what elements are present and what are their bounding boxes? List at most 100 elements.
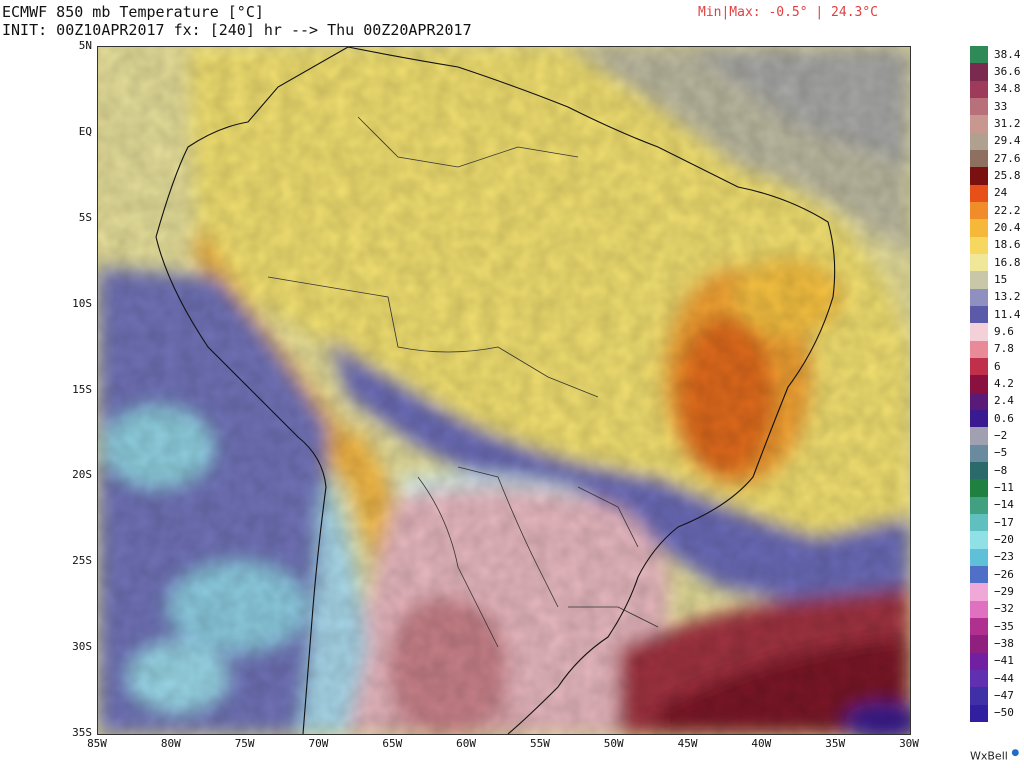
colorbar-label: 18.6: [994, 238, 1021, 252]
colorbar-label: 2.4: [994, 394, 1014, 408]
colorbar-label: −47: [994, 689, 1014, 702]
colorbar-segment: [970, 462, 988, 480]
colorbar-segment: [970, 704, 988, 723]
colorbar-segment: [970, 635, 988, 654]
borders: [267, 116, 659, 648]
y-axis-label: 20S: [72, 468, 92, 482]
colorbar-label: 36.6: [994, 65, 1021, 78]
x-axis-label: 35W: [825, 737, 846, 750]
colorbar: [970, 46, 988, 723]
colorbar-segment: [970, 254, 988, 272]
y-axis-label: 15S: [72, 382, 92, 396]
colorbar-label: −35: [994, 619, 1014, 633]
colorbar-segment: [970, 392, 988, 411]
colorbar-segment: [970, 600, 988, 619]
y-axis-label: EQ: [78, 124, 92, 138]
colorbar-label: −29: [994, 585, 1014, 598]
colorbar-segment: [970, 202, 988, 220]
colorbar-segment: [970, 410, 988, 428]
colorbar-segment: [970, 514, 988, 532]
colorbar-segment: [970, 670, 988, 688]
x-axis-label: 65W: [382, 737, 403, 750]
colorbar-segment: [970, 358, 988, 376]
map-canvas: [98, 47, 910, 734]
colorbar-segment: [970, 652, 988, 671]
colorbar-label: 15: [994, 273, 1008, 286]
colorbar-segment: [970, 340, 988, 359]
colorbar-segment: [970, 80, 988, 99]
colorbar-label: 38.4: [994, 47, 1021, 61]
x-axis-label: 40W: [751, 737, 772, 750]
colorbar-segment: [970, 271, 988, 290]
x-axis-label: 60W: [456, 737, 477, 750]
x-axis-label: 80W: [160, 737, 181, 750]
coastlines: [155, 47, 836, 734]
colorbar-label: −50: [994, 706, 1014, 720]
colorbar-label: −20: [994, 533, 1014, 546]
colorbar-label: 13.2: [994, 290, 1021, 304]
colorbar-label: 0.6: [994, 411, 1014, 425]
x-axis-label: 30W: [899, 737, 919, 750]
x-axis-label: 55W: [529, 737, 550, 750]
colorbar-label: 16.8: [994, 255, 1021, 269]
colorbar-label: −14: [994, 498, 1014, 512]
colorbar-label: 9.6: [994, 325, 1014, 338]
colorbar-label: −11: [994, 481, 1014, 494]
colorbar-segment: [970, 306, 988, 324]
colorbar-segment: [970, 375, 988, 394]
colorbar-segment: [970, 63, 988, 82]
y-axis-label: 35S: [72, 726, 92, 739]
colorbar-label: 24: [994, 186, 1008, 200]
colorbar-label: −17: [994, 515, 1014, 529]
colorbar-label: 4.2: [994, 377, 1014, 390]
colorbar-label: −32: [994, 602, 1014, 616]
init-info: INIT: 00Z10APR2017 fx: [240] hr --> Thu …: [2, 21, 472, 39]
colorbar-segment: [970, 618, 988, 636]
colorbar-label: −8: [994, 463, 1008, 477]
colorbar-label: 22.2: [994, 203, 1021, 217]
colorbar-segment: [970, 479, 988, 498]
x-axis-label: 85W: [87, 737, 107, 750]
colorbar-segment: [970, 184, 988, 203]
colorbar-label: 27.6: [994, 151, 1021, 165]
colorbar-label: 25.8: [994, 169, 1021, 182]
colorbar-segment: [970, 115, 988, 134]
colorbar-label: −5: [994, 446, 1008, 460]
x-axis-label: 50W: [603, 737, 624, 750]
y-axis-label: 25S: [72, 554, 92, 568]
colorbar-label: 20.4: [994, 221, 1021, 234]
chart-title: ECMWF 850 mb Temperature [°C]: [2, 3, 264, 21]
colorbar-label: 33: [994, 99, 1008, 113]
colorbar-label: 31.2: [994, 117, 1021, 130]
brand-logo: WxBell ●: [970, 748, 1020, 763]
y-axis-label: 5S: [78, 210, 92, 224]
x-axis-label: 45W: [677, 737, 698, 750]
colorbar-label: −44: [994, 671, 1014, 685]
colorbar-segment: [970, 288, 988, 307]
colorbar-label: −2: [994, 429, 1008, 442]
colorbar-segment: [970, 46, 988, 64]
colorbar-label: 7.8: [994, 342, 1014, 356]
x-axis-label: 75W: [234, 737, 255, 750]
colorbar-label: 34.8: [994, 82, 1021, 96]
colorbar-segment: [970, 496, 988, 515]
texture-overlay: [98, 47, 910, 734]
colorbar-segment: [970, 427, 988, 446]
colorbar-segment: [970, 236, 988, 255]
colorbar-segment: [970, 548, 988, 567]
colorbar-label: −41: [994, 654, 1014, 668]
colorbar-segment: [970, 150, 988, 168]
colorbar-segment: [970, 583, 988, 602]
temperature-map: [97, 46, 911, 735]
colorbar-segment: [970, 566, 988, 584]
colorbar-segment: [970, 98, 988, 116]
colorbar-label: −38: [994, 637, 1014, 650]
colorbar-segment: [970, 323, 988, 342]
colorbar-segment: [970, 219, 988, 238]
colorbar-segment: [970, 444, 988, 463]
colorbar-label: 6: [994, 359, 1001, 373]
y-axis-label: 10S: [72, 296, 92, 310]
y-axis-label: 5N: [78, 39, 92, 52]
colorbar-segment: [970, 531, 988, 550]
minmax-readout: Min|Max: -0.5° | 24.3°C: [698, 5, 879, 20]
